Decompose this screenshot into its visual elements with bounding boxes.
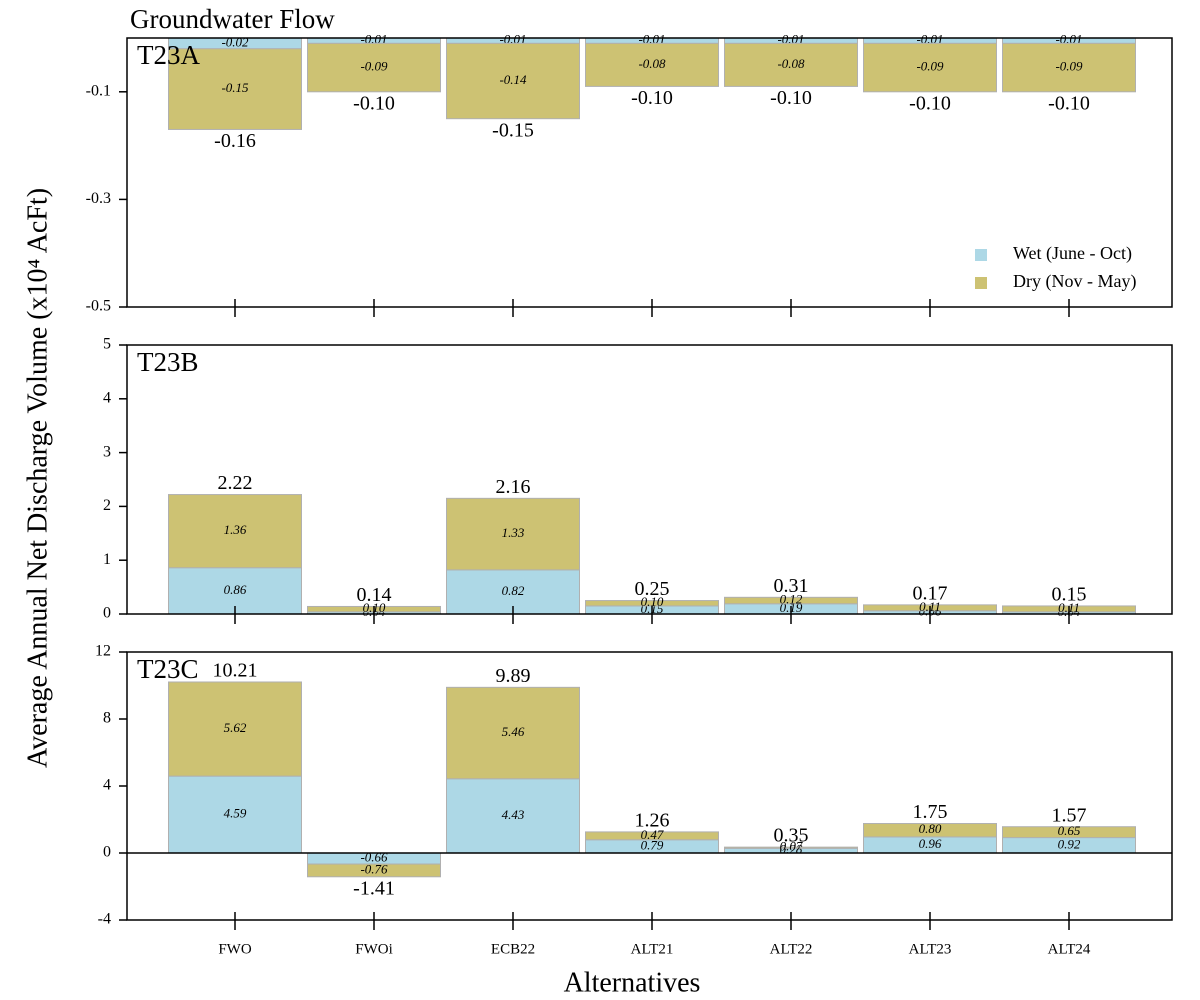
segment-label: 0.86 <box>224 582 247 597</box>
y-tick-label: 4 <box>103 389 111 406</box>
y-axis-label: Average Annual Net Discharge Volume (x10… <box>22 188 53 768</box>
x-axis-label: Alternatives <box>564 967 701 998</box>
chart-title: Groundwater Flow <box>130 4 335 34</box>
segment-label: -0.14 <box>499 72 527 87</box>
x-tick-label: FWO <box>218 941 252 957</box>
y-tick-label: 8 <box>103 710 111 727</box>
bar-segment <box>585 600 719 607</box>
bar-segment <box>724 596 858 605</box>
segment-label: 5.62 <box>224 720 247 735</box>
bar-segment <box>724 42 858 87</box>
segment-label: 0.10 <box>641 594 664 609</box>
segment-label: 1.33 <box>502 525 525 540</box>
y-tick-label: 2 <box>103 497 111 514</box>
bar-segment <box>863 823 997 838</box>
plot-frame <box>126 344 1173 615</box>
segment-label: -0.08 <box>638 56 666 71</box>
segment-label: -0.02 <box>221 34 249 49</box>
total-label: -0.10 <box>631 87 673 109</box>
bar-segment <box>168 681 302 777</box>
total-label: 0.35 <box>774 825 809 847</box>
total-label: 0.14 <box>357 584 392 606</box>
y-tick-label: -0.3 <box>86 190 111 207</box>
bar-segment <box>585 42 719 87</box>
y-tick-label: 5 <box>103 336 111 353</box>
segment-label: -0.09 <box>360 59 388 74</box>
total-label: -0.16 <box>214 130 256 152</box>
plot-frame <box>126 37 1173 308</box>
segment-label: 1.36 <box>224 522 247 537</box>
total-label: -1.41 <box>353 877 395 899</box>
segment-label: 0.65 <box>1058 823 1081 838</box>
total-label: 1.26 <box>635 809 670 831</box>
x-tick-label: FWOi <box>355 941 393 957</box>
panel-title: T23B <box>137 347 199 377</box>
segment-label: -0.15 <box>221 80 249 95</box>
total-label: 0.31 <box>774 575 809 597</box>
x-tick-label: ALT21 <box>631 941 674 957</box>
bar-segment <box>307 863 441 878</box>
panel-title: T23A <box>137 40 200 70</box>
segment-label: -0.08 <box>777 56 805 71</box>
segment-label: 0.92 <box>1058 836 1081 851</box>
legend-label: Wet (June - Oct) <box>1013 243 1132 264</box>
bar-segment <box>168 48 302 130</box>
segment-label: 0.79 <box>641 837 664 852</box>
segment-label: -0.09 <box>1055 59 1083 74</box>
y-tick-label: 0 <box>103 844 111 861</box>
segment-label: 0.80 <box>919 821 942 836</box>
total-label: 2.22 <box>218 472 253 494</box>
total-label: -0.10 <box>353 92 395 114</box>
y-tick-label: -0.5 <box>86 298 111 315</box>
bar-segment <box>1002 826 1136 839</box>
segment-label: 0.96 <box>919 836 942 851</box>
x-tick-label: ALT23 <box>909 941 952 957</box>
y-tick-label: 3 <box>103 443 111 460</box>
legend-label: Dry (Nov - May) <box>1013 271 1136 292</box>
total-label: -0.10 <box>1048 92 1090 114</box>
segment-label: -0.76 <box>360 861 388 876</box>
bar-segment <box>446 686 580 780</box>
segment-label: 0.07 <box>780 839 803 854</box>
segment-label: 0.82 <box>502 583 525 598</box>
total-label: 10.21 <box>213 660 258 682</box>
total-label: 0.15 <box>1052 584 1087 606</box>
bar-segment <box>307 42 441 93</box>
y-tick-label: 0 <box>103 605 111 622</box>
total-label: 0.25 <box>635 578 670 600</box>
y-tick-label: -0.1 <box>86 82 111 99</box>
panel-title: T23C <box>137 654 199 684</box>
total-label: -0.10 <box>770 87 812 109</box>
total-label: 2.16 <box>496 476 531 498</box>
y-tick-label: 1 <box>103 551 111 568</box>
total-label: 1.75 <box>913 801 948 823</box>
total-label: 1.57 <box>1052 804 1087 826</box>
bar-segment <box>168 494 302 569</box>
legend-swatch <box>975 277 987 289</box>
bar-segment <box>863 42 997 93</box>
segment-label: 4.43 <box>502 807 525 822</box>
x-tick-label: ECB22 <box>491 941 535 957</box>
x-tick-label: ALT22 <box>770 941 813 957</box>
bar-segment <box>446 42 580 120</box>
y-tick-label: 4 <box>103 777 111 794</box>
total-label: -0.10 <box>909 92 951 114</box>
total-label: -0.15 <box>492 119 534 141</box>
y-tick-label: -4 <box>98 911 111 928</box>
bar-segment <box>446 497 580 571</box>
bar-segment <box>585 831 719 841</box>
segment-label: 0.12 <box>780 592 803 607</box>
bar-segment <box>724 846 858 849</box>
bar-segment <box>1002 42 1136 93</box>
segment-label: -0.09 <box>916 59 944 74</box>
y-tick-label: 12 <box>95 643 111 660</box>
segment-label: 4.59 <box>224 806 247 821</box>
x-tick-label: ALT24 <box>1048 941 1091 957</box>
total-label: 9.89 <box>496 665 531 687</box>
legend-swatch <box>975 249 987 261</box>
segment-label: 0.47 <box>641 827 664 842</box>
total-label: 0.17 <box>913 582 948 604</box>
segment-label: 5.46 <box>502 724 525 739</box>
